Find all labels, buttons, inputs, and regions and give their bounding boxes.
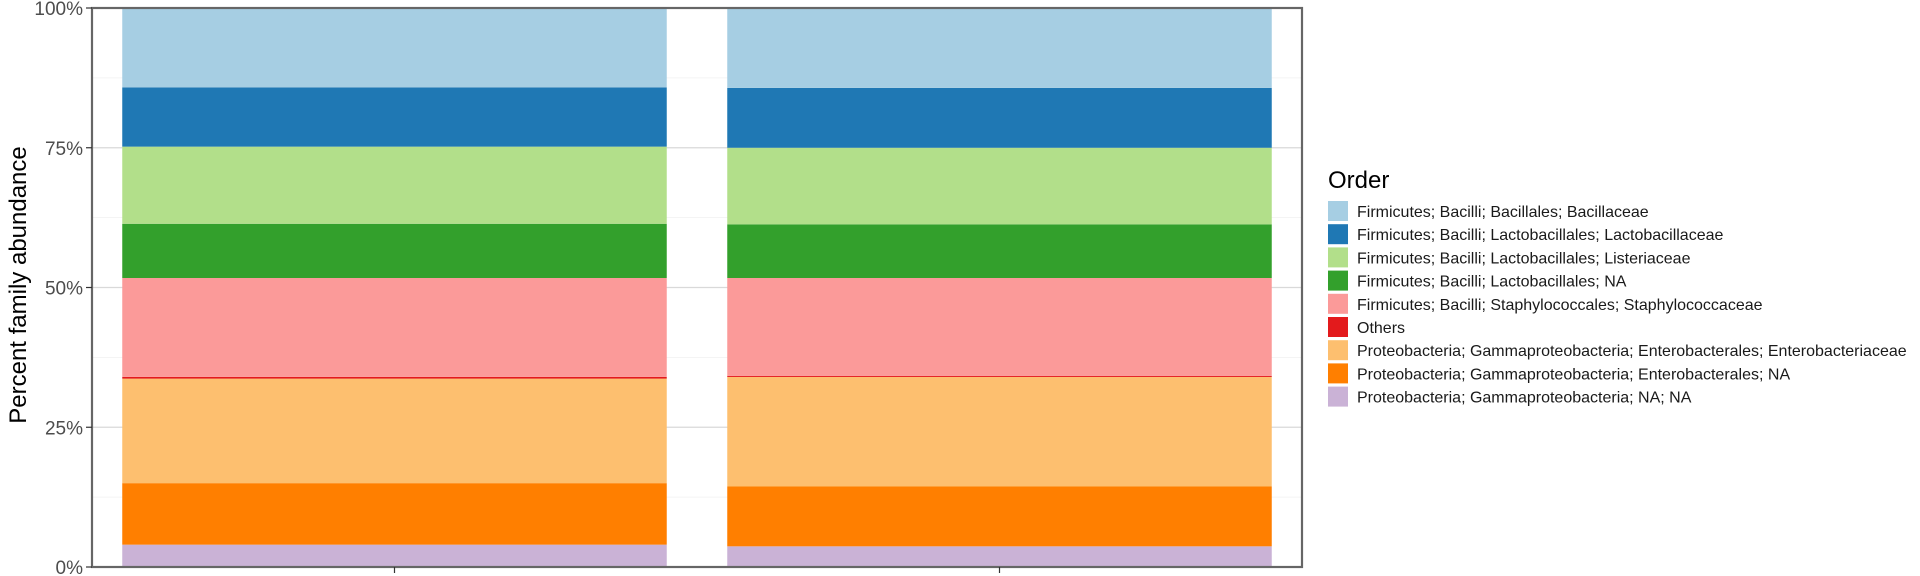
legend-swatch bbox=[1328, 317, 1348, 337]
bar-stack bbox=[122, 8, 667, 567]
legend-label: Proteobacteria; Gammaproteobacteria; NA;… bbox=[1357, 390, 1692, 407]
bar-segment bbox=[122, 223, 667, 278]
legend-label: Firmicutes; Bacilli; Lactobacillales; Li… bbox=[1357, 250, 1691, 267]
bars bbox=[122, 8, 1272, 567]
legend-item: Firmicutes; Bacilli; Lactobacillales; NA bbox=[1328, 270, 1627, 291]
bar-segment bbox=[122, 277, 667, 377]
legend-item: Firmicutes; Bacilli; Lactobacillales; La… bbox=[1328, 224, 1723, 245]
y-tick-label: 50% bbox=[45, 279, 83, 300]
y-tick-label: 25% bbox=[45, 418, 83, 439]
legend-label: Firmicutes; Bacilli; Lactobacillales; NA bbox=[1357, 274, 1627, 291]
y-tick-label: 0% bbox=[56, 558, 84, 576]
legend-item: Firmicutes; Bacilli; Lactobacillales; Li… bbox=[1328, 247, 1691, 268]
legend-swatch bbox=[1328, 340, 1348, 361]
legend-title: Order bbox=[1328, 167, 1389, 194]
legend-swatch bbox=[1328, 293, 1348, 314]
legend-swatch bbox=[1328, 247, 1348, 268]
bar-segment bbox=[727, 147, 1272, 225]
bar-segment bbox=[122, 544, 667, 567]
legend-label: Firmicutes; Bacilli; Bacillales; Bacilla… bbox=[1357, 204, 1649, 221]
bar-segment bbox=[727, 375, 1272, 377]
legend-swatch bbox=[1328, 201, 1348, 221]
x-axis bbox=[393, 567, 1001, 573]
bar-segment bbox=[122, 8, 667, 88]
legend-item: Firmicutes; Bacilli; Bacillales; Bacilla… bbox=[1328, 201, 1649, 221]
bar-segment bbox=[122, 483, 667, 545]
bar-segment bbox=[727, 8, 1272, 88]
bar-segment bbox=[122, 87, 667, 147]
y-axis-title: Percent family abundance bbox=[5, 146, 32, 424]
bar-segment bbox=[122, 378, 667, 484]
legend-label: Proteobacteria; Gammaproteobacteria; Ent… bbox=[1357, 343, 1907, 360]
legend-item: Firmicutes; Bacilli; Staphylococcales; S… bbox=[1328, 293, 1763, 314]
legend-swatch bbox=[1328, 386, 1348, 407]
bar-segment bbox=[727, 376, 1272, 487]
legend: Order Firmicutes; Bacilli; Bacillales; B… bbox=[1328, 167, 1907, 407]
legend-item: Proteobacteria; Gammaproteobacteria; NA;… bbox=[1328, 386, 1692, 407]
legend-swatch bbox=[1328, 224, 1348, 245]
legend-swatch bbox=[1328, 270, 1348, 291]
y-axis: 0% 25% 50% 75% 100% bbox=[34, 0, 92, 576]
legend-swatch bbox=[1328, 363, 1348, 384]
legend-label: Proteobacteria; Gammaproteobacteria; Ent… bbox=[1357, 366, 1790, 383]
bar-segment bbox=[727, 224, 1272, 278]
bar-segment bbox=[122, 376, 667, 379]
legend-label: Firmicutes; Bacilli; Lactobacillales; La… bbox=[1357, 227, 1723, 244]
legend-label: Others bbox=[1357, 320, 1405, 337]
bar-segment bbox=[727, 87, 1272, 148]
bar-segment bbox=[727, 546, 1272, 567]
bar-stack bbox=[727, 8, 1272, 567]
bar-segment bbox=[122, 146, 667, 224]
legend-label: Firmicutes; Bacilli; Staphylococcales; S… bbox=[1357, 297, 1763, 314]
legend-item: Others bbox=[1328, 317, 1405, 337]
bar-segment bbox=[727, 486, 1272, 547]
y-tick-label: 100% bbox=[34, 0, 83, 20]
legend-item: Proteobacteria; Gammaproteobacteria; Ent… bbox=[1328, 363, 1790, 384]
y-tick-label: 75% bbox=[45, 139, 83, 160]
bar-segment bbox=[727, 277, 1272, 376]
legend-item: Proteobacteria; Gammaproteobacteria; Ent… bbox=[1328, 340, 1907, 361]
